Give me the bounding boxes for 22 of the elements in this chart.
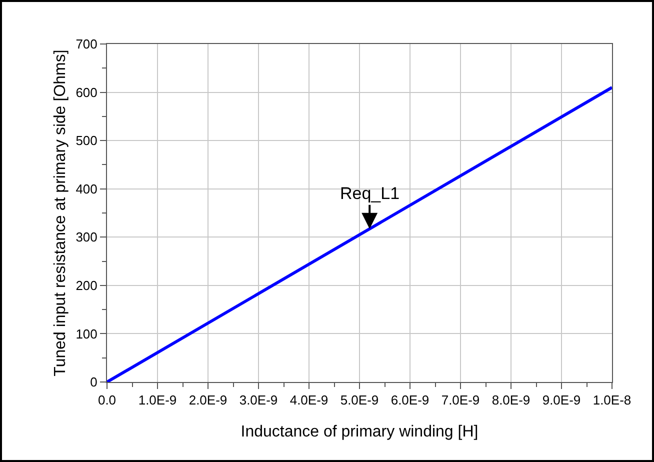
x-tick-label: 8.0E-9 (492, 392, 530, 408)
y-tick-label: 400 (76, 181, 98, 196)
x-tick-label: 4.0E-9 (290, 392, 328, 408)
x-tick-label: 9.0E-9 (542, 392, 581, 408)
y-tick-label: 200 (76, 278, 98, 293)
y-tick-label: 300 (76, 230, 98, 245)
y-tick-label: 0 (90, 374, 98, 390)
x-tick-label: 0.0 (98, 392, 116, 408)
annotation: Req_L1 (340, 184, 400, 203)
x-tick-label: 1.0E-9 (138, 392, 177, 408)
y-axis-title: Tuned input resistance at primary side [Ohms] (52, 50, 69, 376)
y-tick-label: 100 (76, 326, 98, 342)
x-tick-label: 3.0E-9 (239, 392, 278, 408)
y-tick-label: 700 (76, 36, 98, 52)
x-tick-label: 1.0E-8 (592, 392, 632, 408)
x-tick-label: 2.0E-9 (188, 392, 228, 408)
x-tick-label: 5.0E-9 (340, 392, 379, 408)
y-tick-label: 600 (76, 84, 98, 100)
x-axis-title: Inductance of primary winding [H] (240, 423, 478, 440)
x-tick-label: 7.0E-9 (441, 392, 480, 408)
x-tick-label: 6.0E-9 (390, 392, 430, 408)
y-tick-label: 500 (76, 133, 98, 148)
